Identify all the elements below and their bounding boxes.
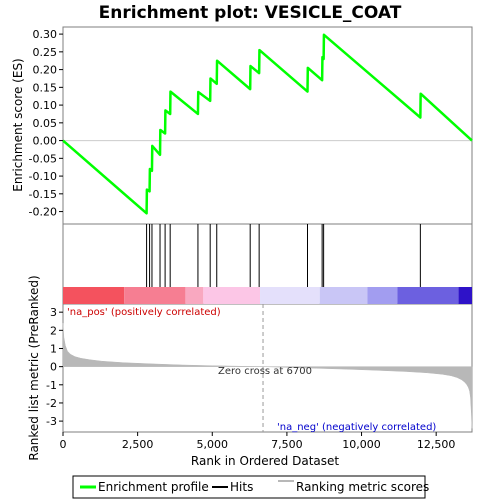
- es-y-tick-label: -0.05: [29, 152, 57, 165]
- es-y-tick-label: 0.15: [33, 81, 58, 94]
- color-bar-segment: [368, 287, 398, 304]
- metric-y-tick-label: -3: [46, 415, 57, 428]
- hit-markers: [147, 224, 421, 287]
- es-y-tick-label: -0.20: [29, 206, 57, 219]
- metric-y-tick-label: 1: [50, 342, 57, 355]
- metric-y-axis-label: Ranked list metric (PreRanked): [27, 275, 41, 460]
- color-bar-segment: [185, 287, 203, 304]
- rank-color-bar: [63, 287, 472, 304]
- metric-y-axis: -3 -2 -1 0 1 2 3: [46, 306, 63, 428]
- es-y-tick-label: 0.25: [33, 46, 58, 59]
- color-bar-segment: [397, 287, 458, 304]
- x-tick-label: 12,500: [417, 438, 456, 451]
- x-axis: 0 2,500 5,000 7,500 10,000 12,500: [60, 432, 456, 451]
- enrichment-profile-path: [63, 35, 472, 214]
- chart-title: Enrichment plot: VESICLE_COAT: [99, 3, 402, 23]
- pos-correlated-label: 'na_pos' (positively correlated): [67, 307, 221, 318]
- metric-y-tick-label: 0: [50, 361, 57, 374]
- metric-y-tick-label: 2: [50, 324, 57, 337]
- neg-correlated-label: 'na_neg' (negatively correlated): [277, 422, 436, 433]
- color-bar-segment: [459, 287, 472, 304]
- color-bar-segment: [260, 287, 320, 304]
- zero-cross-label: Zero cross at 6700: [218, 366, 312, 377]
- es-y-tick-label: 0.20: [33, 64, 58, 77]
- x-tick-label: 10,000: [342, 438, 381, 451]
- color-bar-segment: [203, 287, 260, 304]
- x-tick-label: 7,500: [271, 438, 303, 451]
- es-y-axis-label: Enrichment score (ES): [11, 58, 25, 191]
- color-bar-segment: [63, 287, 124, 304]
- es-y-tick-label: 0.30: [33, 28, 58, 41]
- legend-label-enrichment-profile: Enrichment profile: [98, 480, 209, 494]
- es-y-tick-label: 0.10: [33, 99, 58, 112]
- legend-label-hits: Hits: [230, 480, 253, 494]
- color-bar-segment: [124, 287, 185, 304]
- x-tick-label: 2,500: [122, 438, 154, 451]
- metric-y-tick-label: -2: [46, 397, 57, 410]
- es-y-tick-label: -0.10: [29, 170, 57, 183]
- es-y-tick-label: -0.15: [29, 188, 57, 201]
- legend-label-ranking-metric: Ranking metric scores: [296, 480, 429, 494]
- enrichment-profile-line: [63, 35, 472, 214]
- metric-y-tick-label: -1: [46, 379, 57, 392]
- metric-y-tick-label: 3: [50, 306, 57, 319]
- es-y-tick-label: 0.00: [33, 135, 58, 148]
- color-bar-segment: [320, 287, 368, 304]
- es-y-tick-label: 0.05: [33, 117, 58, 130]
- x-axis-label: Rank in Ordered Dataset: [191, 454, 339, 468]
- x-tick-label: 0: [60, 438, 67, 451]
- x-tick-label: 5,000: [197, 438, 229, 451]
- es-y-axis: -0.20 -0.15 -0.10 -0.05 0.00 0.05 0.10 0.15 0.20…: [29, 28, 63, 218]
